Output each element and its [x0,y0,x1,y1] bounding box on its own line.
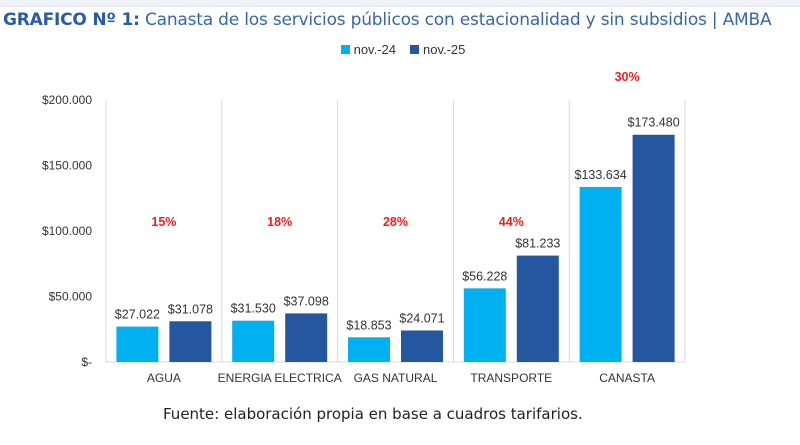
source-note: Fuente: elaboración propia en base a cua… [163,405,583,423]
bar-nov24 [116,326,159,362]
legend-item-nov24: nov.-24 [340,42,396,57]
data-label: $37.098 [284,294,329,308]
legend-swatch-nov24 [340,45,350,54]
data-label: $18.853 [346,318,391,332]
bar-nov24 [579,186,622,362]
bar-nov25 [401,330,443,362]
pct-change-label: 44% [499,215,524,229]
chart-title: GRAFICO Nº 1: Canasta de los servicios p… [3,10,772,30]
chart-title-text: Canasta de los servicios públicos con es… [139,10,772,30]
data-label: $31.530 [231,302,276,316]
legend-label-nov24: nov.-24 [353,42,396,57]
pct-change-label: 18% [267,215,292,229]
data-label: $24.071 [399,311,444,325]
legend: nov.-24 nov.-25 [3,42,800,57]
legend-item-nov25: nov.-25 [410,42,465,57]
y-tick-label: $200.000 [42,93,92,107]
x-tick-label: CANASTA [599,371,655,385]
data-label: $81.233 [515,237,560,251]
x-tick-label: ENERGIA ELECTRICA [218,371,342,385]
bar-nov24 [348,337,390,362]
data-label: $27.022 [115,308,160,322]
legend-swatch-nov25 [410,45,419,54]
data-label: $56.228 [462,269,507,283]
y-tick-label: $150.000 [42,159,92,173]
bar-nov25 [632,134,675,362]
bar-nov25 [169,321,212,362]
data-label: $133.634 [575,168,627,182]
y-tick-label: $- [81,355,92,369]
pct-change-label: 30% [615,70,640,84]
data-label: $173.480 [628,116,680,130]
chart-title-prefix: GRAFICO Nº 1: [3,10,140,30]
x-tick-label: GAS NATURAL [354,371,438,385]
bar-nov25 [516,255,559,362]
bar-nov24 [232,320,275,362]
legend-label-nov25: nov.-25 [423,42,466,57]
pct-change-label: 15% [151,215,176,229]
y-tick-label: $100.000 [42,224,92,238]
x-tick-label: AGUA [147,371,181,385]
y-tick-label: $50.000 [49,290,93,304]
x-tick-label: TRANSPORTE [470,371,552,385]
top-strip [0,0,800,7]
pct-change-label: 28% [383,215,408,229]
bar-nov24 [463,288,506,362]
data-label: $31.078 [168,302,213,316]
bar-nov25 [285,313,328,362]
